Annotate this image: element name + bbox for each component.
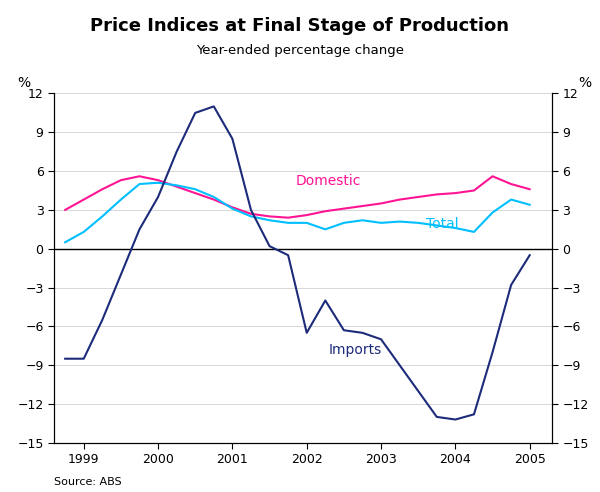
Text: %: % xyxy=(578,76,591,90)
Text: %: % xyxy=(17,76,31,90)
Text: Imports: Imports xyxy=(329,342,382,357)
Text: Price Indices at Final Stage of Production: Price Indices at Final Stage of Producti… xyxy=(91,17,509,35)
Text: Source: ABS: Source: ABS xyxy=(54,477,122,487)
Text: Year-ended percentage change: Year-ended percentage change xyxy=(196,44,404,57)
Text: Total: Total xyxy=(425,217,458,231)
Text: Domestic: Domestic xyxy=(296,175,361,188)
